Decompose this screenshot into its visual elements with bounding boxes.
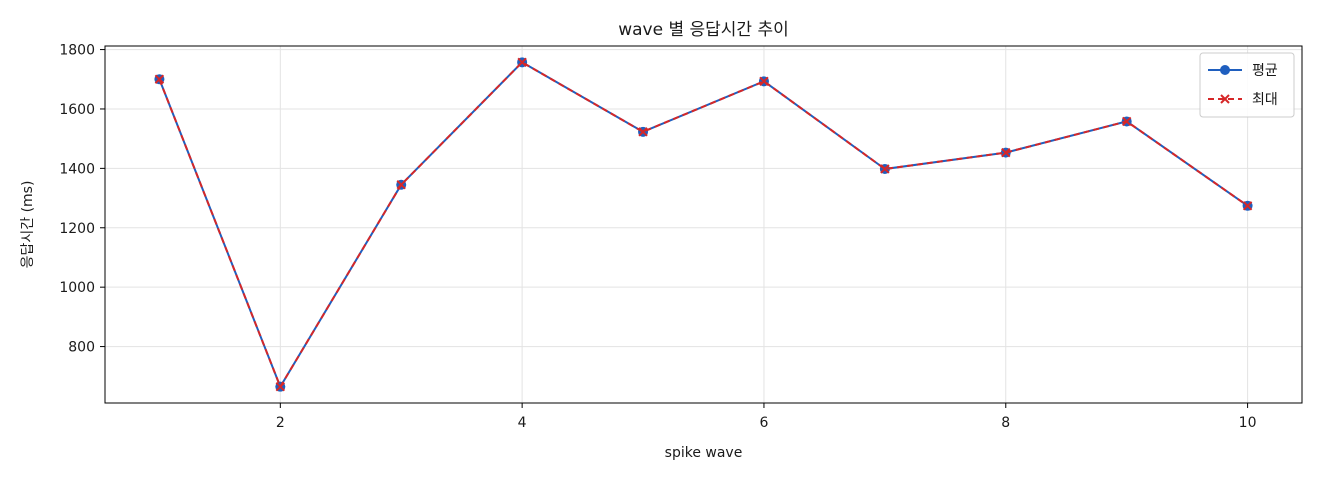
x-tick-label: 8 bbox=[1001, 415, 1010, 431]
legend-box bbox=[1199, 52, 1295, 118]
data-point-2 bbox=[275, 381, 286, 392]
data-point-2 bbox=[759, 76, 769, 87]
y-tick-label: 1200 bbox=[59, 221, 95, 237]
chart-title: wave 별 응답시간 추이 bbox=[618, 20, 789, 40]
data-point-2 bbox=[396, 179, 406, 190]
plot-frame bbox=[104, 45, 1303, 404]
data-point-2 bbox=[517, 57, 527, 68]
data-point-2 bbox=[638, 127, 648, 137]
y-tick-label: 1400 bbox=[59, 161, 95, 177]
legend-label-2: 최대 bbox=[1252, 92, 1278, 108]
series-line-1 bbox=[158, 61, 1249, 388]
legend-label-1: 평균 bbox=[1252, 63, 1278, 79]
y-tick-label: 800 bbox=[68, 340, 95, 356]
y-axis-title: 응답시간 (ms) bbox=[20, 181, 36, 269]
x-tick-label: 2 bbox=[276, 415, 285, 431]
y-tick-label: 1600 bbox=[59, 102, 95, 118]
series-layer bbox=[154, 57, 1253, 392]
x-axis-title: spike wave bbox=[665, 445, 743, 461]
axis-ticks: 2 4 6 8 10 800 1000 1200 1400 1600 1800 bbox=[59, 43, 1256, 431]
x-tick-label: 6 bbox=[759, 415, 768, 431]
data-point-2 bbox=[880, 164, 890, 174]
x-tick-label: 10 bbox=[1239, 415, 1257, 431]
grid bbox=[105, 46, 1302, 403]
legend-marker-1 bbox=[1220, 65, 1230, 75]
y-tick-label: 1800 bbox=[59, 43, 95, 59]
series-line-2 bbox=[158, 61, 1249, 388]
y-tick-label: 1000 bbox=[59, 280, 95, 296]
data-point-2 bbox=[154, 74, 165, 84]
data-point-2 bbox=[1242, 201, 1253, 211]
x-tick-label: 4 bbox=[518, 415, 527, 431]
legend-marker-2 bbox=[1220, 94, 1230, 104]
data-point-2 bbox=[1001, 147, 1011, 158]
data-point-2 bbox=[1121, 116, 1132, 127]
